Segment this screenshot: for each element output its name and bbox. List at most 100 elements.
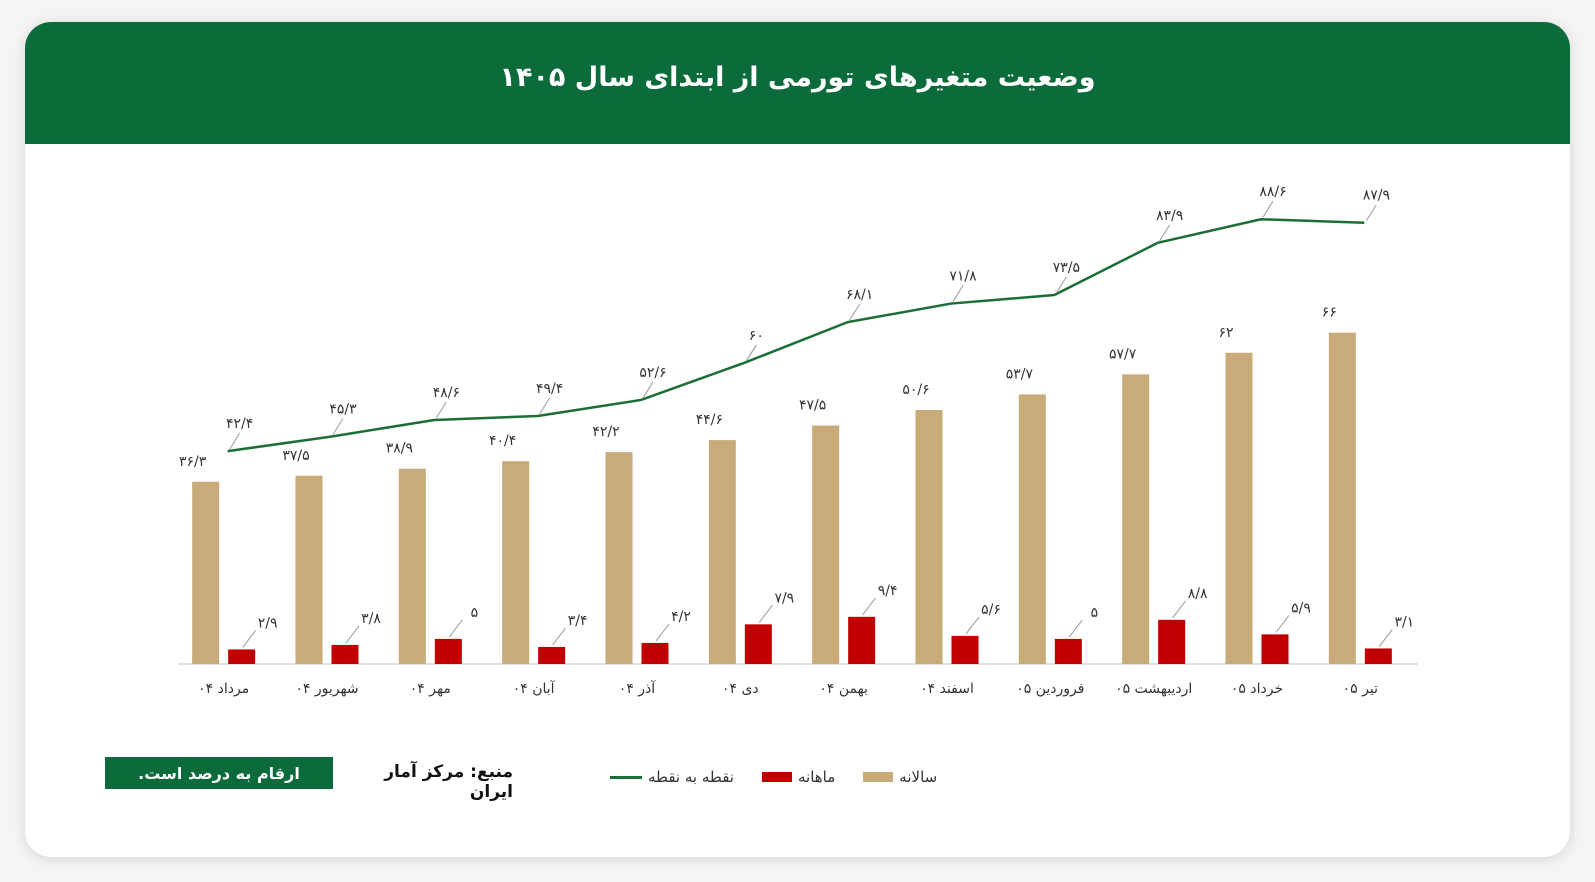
chart-card: وضعیت متغیرهای تورمی از ابتدای سال ۱۴۰۵ … <box>25 22 1570 857</box>
legend-label-annual: سالانه <box>899 768 938 786</box>
bar-annual <box>1122 374 1150 664</box>
x-tick-label: بهمن ۰۴ <box>819 681 868 697</box>
label-point: ۴۹/۴ <box>536 381 563 397</box>
label-monthly: ۳/۱ <box>1394 614 1414 630</box>
chart-title: وضعیت متغیرهای تورمی از ابتدای سال ۱۴۰۵ <box>499 61 1096 93</box>
label-annual: ۴۴/۶ <box>696 412 723 428</box>
leader-point <box>1365 204 1377 222</box>
label-point: ۸۷/۹ <box>1363 188 1390 204</box>
bar-annual <box>605 452 633 664</box>
label-annual: ۶۶ <box>1322 305 1337 321</box>
legend-item-monthly: ماهانه <box>761 768 836 786</box>
x-tick-label: اسفند ۰۴ <box>920 681 974 697</box>
label-annual: ۶۲ <box>1218 325 1233 341</box>
label-annual: ۵۷/۷ <box>1109 346 1137 362</box>
bar-monthly <box>744 624 772 664</box>
label-point: ۷۳/۵ <box>1053 260 1080 276</box>
label-monthly: ۵/۹ <box>1291 600 1311 616</box>
bar-annual <box>1018 394 1046 664</box>
label-annual: ۳۷/۵ <box>282 448 309 464</box>
label-point: ۴۲/۴ <box>226 416 253 432</box>
leader-point <box>332 418 344 435</box>
leader-point <box>229 432 241 450</box>
leader-point <box>1262 200 1274 218</box>
x-tick-label: شهریور ۰۴ <box>295 681 358 697</box>
label-point: ۴۵/۳ <box>329 402 357 418</box>
leader-monthly <box>1275 615 1290 633</box>
leader-point <box>849 303 861 321</box>
bar-annual <box>1328 332 1356 664</box>
label-monthly: ۳/۴ <box>568 613 588 629</box>
label-monthly: ۵/۶ <box>981 602 1001 618</box>
label-point: ۶۸/۱ <box>846 287 873 303</box>
label-annual: ۵۰/۶ <box>902 382 929 398</box>
x-tick-label: آبان ۰۴ <box>513 680 556 697</box>
legend-label-monthly: ماهانه <box>797 768 836 786</box>
x-tick-label: دی ۰۴ <box>722 681 759 697</box>
leader-point <box>1159 224 1171 242</box>
bar-monthly <box>1158 619 1186 664</box>
bar-monthly <box>228 649 256 664</box>
bar-annual <box>1225 352 1253 664</box>
label-point: ۴۸/۶ <box>433 385 460 401</box>
leader-monthly <box>552 627 567 646</box>
label-annual: ۳۸/۹ <box>386 441 413 457</box>
label-annual: ۳۶/۳ <box>179 454 207 470</box>
bar-annual <box>708 440 736 664</box>
bar-monthly <box>848 616 876 664</box>
x-tick-label: مرداد ۰۴ <box>198 681 249 697</box>
label-point: ۵۲/۶ <box>639 365 666 381</box>
bar-annual <box>398 468 426 664</box>
label-point: ۸۳/۹ <box>1156 208 1183 224</box>
bar-annual <box>295 475 323 664</box>
label-annual: ۴۰/۴ <box>489 433 516 449</box>
legend-swatch-monthly <box>761 772 792 782</box>
label-monthly: ۳/۸ <box>361 611 381 627</box>
leader-monthly <box>758 605 773 623</box>
label-monthly: ۹/۴ <box>878 583 898 599</box>
label-point: ۷۱/۸ <box>949 269 977 285</box>
label-annual: ۵۳/۷ <box>1006 366 1034 382</box>
label-monthly: ۵ <box>471 605 479 621</box>
leader-monthly <box>1378 629 1393 647</box>
x-tick-label: آذر ۰۴ <box>619 680 656 697</box>
bar-monthly <box>538 646 566 664</box>
legend-swatch-annual <box>863 772 894 782</box>
x-tick-label: مهر ۰۴ <box>410 681 451 697</box>
label-annual: ۴۷/۵ <box>799 398 826 414</box>
leader-point <box>1055 276 1067 294</box>
label-point: ۶۰ <box>749 328 764 344</box>
leader-point <box>642 381 654 399</box>
label-monthly: ۸/۸ <box>1188 586 1208 602</box>
leader-monthly <box>862 597 877 616</box>
header-bar: وضعیت متغیرهای تورمی از ابتدای سال ۱۴۰۵ <box>25 22 1570 144</box>
bar-monthly <box>331 644 359 664</box>
leader-point <box>952 285 964 302</box>
bar-monthly <box>434 638 462 664</box>
bar-monthly <box>641 642 669 664</box>
bar-monthly <box>951 635 979 664</box>
x-tick-label: فروردین ۰۵ <box>1016 681 1084 697</box>
legend-item-point: نقطه به نقطه <box>610 768 734 786</box>
label-monthly: ۴/۲ <box>671 609 691 625</box>
x-tick-label: خرداد ۰۵ <box>1231 681 1283 697</box>
leader-monthly <box>345 625 360 644</box>
bar-monthly <box>1261 634 1289 664</box>
leader-monthly <box>1172 600 1187 619</box>
leader-monthly <box>965 616 980 635</box>
leader-monthly <box>242 630 257 648</box>
source-text: منبع: مرکز آمار ایران <box>384 762 513 802</box>
leader-monthly <box>1068 619 1083 638</box>
label-monthly: ۲/۹ <box>258 615 278 631</box>
bar-annual <box>502 461 530 664</box>
series-line-point <box>227 217 1365 453</box>
leader-point <box>539 397 551 415</box>
label-point: ۸۸/۶ <box>1259 184 1286 200</box>
x-tick-label: اردیبهشت ۰۵ <box>1115 681 1192 697</box>
label-monthly: ۷/۹ <box>774 590 794 606</box>
leader-monthly <box>655 623 670 642</box>
bar-annual <box>915 409 943 664</box>
label-monthly: ۵ <box>1091 605 1099 621</box>
chart-area: ۳۶/۳ ۲/۹ مرداد ۰۴ ۳۷/۵ ۳/۸ شهریور ۰۴ ۳۸/۹ ۵ مهر … <box>178 184 1418 697</box>
bar-annual <box>192 481 220 664</box>
